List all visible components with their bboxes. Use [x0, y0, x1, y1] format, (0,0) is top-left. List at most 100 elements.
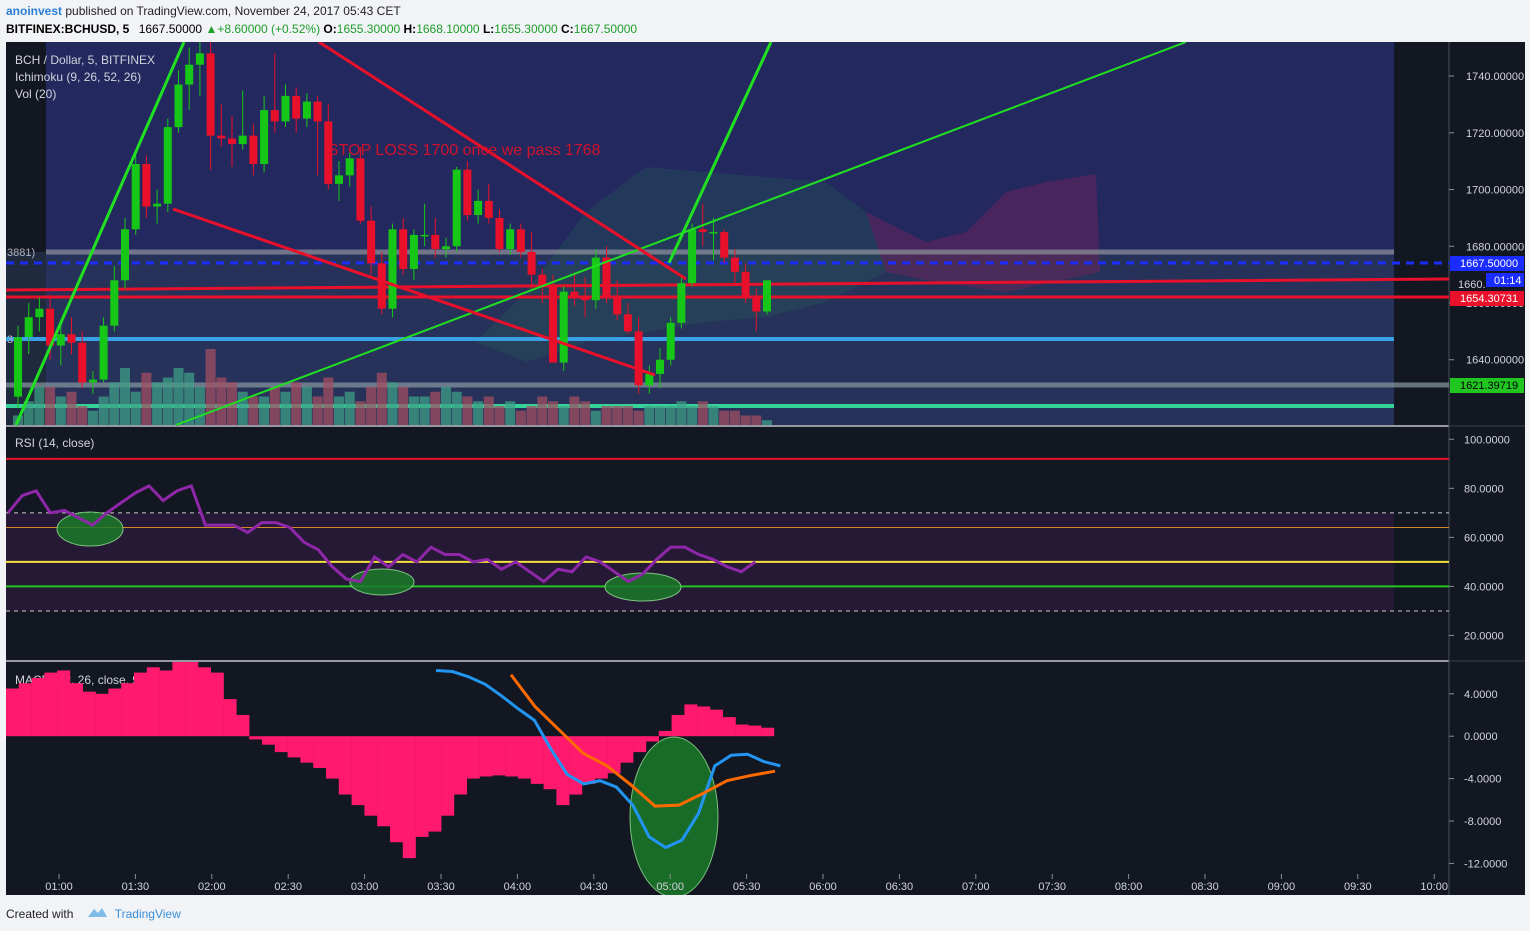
macd-hist-bar: [185, 662, 199, 737]
candle-body: [666, 322, 675, 360]
volume-bar: [398, 387, 409, 425]
macd-axis-ticks: 4.0000 0.0000 -4.0000 -8.0000 -12.0000: [1449, 689, 1507, 870]
volume-bar: [515, 410, 526, 425]
macd-hist-bar: [210, 672, 224, 737]
macd-hist-bar: [633, 736, 647, 753]
candle-body: [431, 234, 440, 250]
macd-hist-bar: [761, 727, 775, 737]
volume-bar: [473, 401, 484, 425]
candle-body: [720, 232, 729, 258]
volume-bar: [601, 406, 612, 425]
candle-body: [142, 163, 151, 207]
candle-body: [549, 285, 557, 363]
volume-bar: [152, 382, 163, 425]
tradingview-brand-link[interactable]: TradingView: [114, 907, 181, 921]
volume-bar: [194, 387, 205, 425]
volume-bar: [23, 401, 34, 425]
volume-bar: [130, 391, 141, 425]
macd-hist-bar: [18, 683, 32, 737]
volume-bar: [45, 387, 56, 425]
candle-body: [591, 257, 600, 301]
macd-hist-bar: [146, 667, 160, 737]
macd-hist-bar: [236, 715, 250, 737]
volume-bar: [120, 368, 130, 425]
volume-bar: [87, 410, 98, 425]
macd-hist-bar: [95, 693, 109, 737]
candle-body: [163, 127, 172, 204]
macd-pane[interactable]: [6, 662, 1449, 874]
volume-bar: [109, 382, 120, 425]
vol-legend[interactable]: Vol (20): [15, 87, 56, 101]
macd-hist-bar: [607, 736, 621, 774]
price-axis[interactable]: [1449, 42, 1525, 874]
main-legend[interactable]: BCH / Dollar, 5, BITFINEX: [15, 53, 155, 67]
candle-body: [99, 325, 108, 380]
macd-hist-bar: [620, 736, 634, 763]
chart-area[interactable]: STOP LOSS 1700 once we pass 1768 BCH / D…: [6, 42, 1525, 895]
time-tick-label: 02:30: [274, 881, 302, 893]
macd-cross-marker: [629, 736, 719, 895]
candle-body: [67, 334, 76, 343]
macd-hist-bar: [415, 736, 429, 837]
candle-body: [698, 229, 707, 233]
time-tick-label: 09:30: [1344, 881, 1372, 893]
volume-bar: [291, 382, 302, 425]
green-trendline-left: [14, 42, 186, 426]
high-label: H:: [403, 22, 417, 36]
time-axis[interactable]: [6, 874, 1525, 895]
close-label: C:: [561, 22, 574, 36]
candle-body: [538, 274, 547, 286]
candle-body: [195, 53, 204, 65]
price-tick-label: 1700.00000: [1466, 185, 1524, 197]
chart-svg[interactable]: STOP LOSS 1700 once we pass 1768 BCH / D…: [6, 42, 1525, 895]
candle-body: [292, 95, 301, 119]
candle-body: [260, 110, 269, 164]
time-tick-label: 04:30: [580, 881, 608, 893]
volume-bar: [280, 391, 291, 425]
rsi-oversold-marker-2: [349, 568, 415, 596]
volume-bar: [98, 396, 109, 425]
time-tick-label: 01:30: [122, 881, 150, 893]
time-tick-label: 09:00: [1268, 881, 1296, 893]
candle-body: [78, 342, 87, 383]
time-tick-label: 08:30: [1191, 881, 1219, 893]
macd-hist-bar: [326, 736, 339, 779]
macd-hist-bar: [70, 683, 83, 737]
ichimoku-legend[interactable]: Ichimoku (9, 26, 52, 26): [15, 70, 141, 84]
volume-bar: [708, 406, 719, 425]
macd-hist-bar: [530, 736, 544, 784]
green-price-tag-text: 1621.39719: [1460, 380, 1518, 392]
macd-hist-bar: [364, 736, 378, 816]
macd-hist-bar: [134, 672, 147, 737]
volume-bar: [173, 368, 184, 425]
time-tick-label: 03:00: [351, 881, 379, 893]
macd-hist-bar: [710, 709, 723, 737]
volume-bar: [483, 396, 494, 425]
volume-bar: [633, 410, 644, 425]
rsi-legend[interactable]: RSI (14, close): [15, 436, 94, 450]
volume-bar: [419, 396, 430, 425]
volume-bar: [676, 401, 687, 425]
volume-bar: [740, 415, 751, 425]
macd-hist-bar: [492, 736, 506, 776]
volume-bar: [580, 401, 591, 425]
macd-tick-label: 0.0000: [1464, 731, 1498, 743]
candle-body: [474, 200, 483, 216]
candle-body: [56, 334, 65, 346]
macd-hist-bar: [6, 688, 19, 737]
candle-body: [741, 271, 750, 298]
left-edge-label-b: 3: [7, 334, 13, 346]
macd-hist-bar: [646, 736, 659, 742]
macd-hist-bar: [454, 736, 467, 795]
candle-body: [356, 158, 365, 221]
candle-body: [634, 331, 643, 386]
volume-bar: [612, 406, 623, 425]
candle-body: [217, 135, 226, 139]
green-trendline-right: [667, 42, 773, 264]
volume-bar: [162, 377, 173, 425]
volume-bar: [655, 406, 665, 425]
volume-bar: [719, 410, 730, 425]
author-link[interactable]: anoinvest: [6, 4, 63, 18]
rsi-pane[interactable]: [6, 427, 1449, 660]
candle-body: [559, 291, 568, 363]
